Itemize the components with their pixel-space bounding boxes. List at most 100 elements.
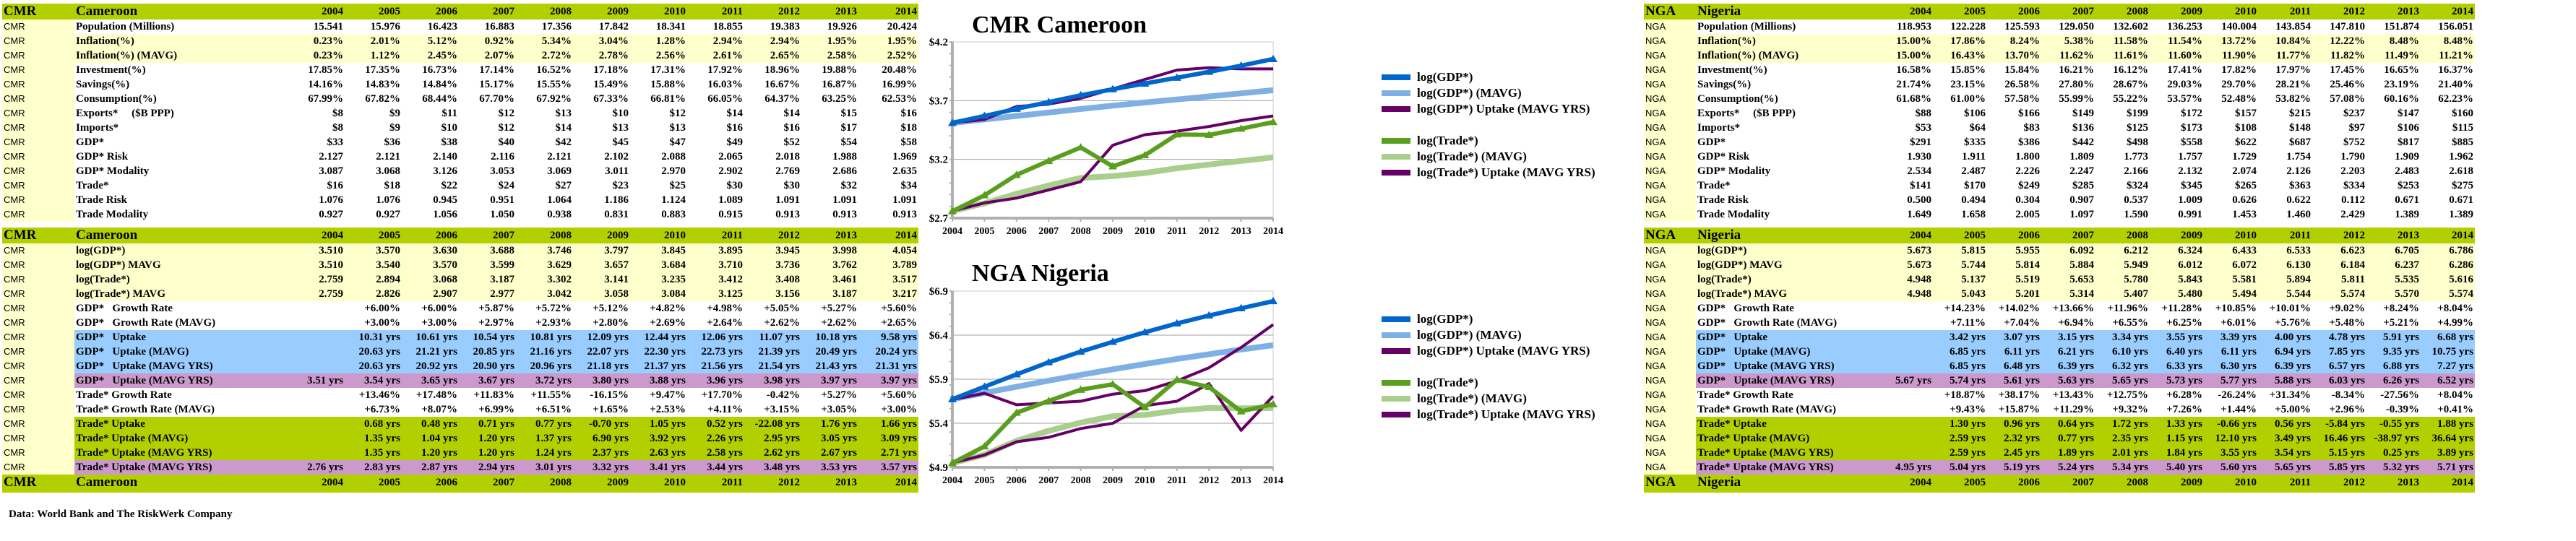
cell-value [278, 402, 345, 417]
cell-value: +5.48% [2329, 317, 2365, 329]
cell-value: 3.48 yrs [744, 460, 801, 475]
cell-value: 2.58% [801, 48, 858, 63]
cell-value: $147 [2398, 108, 2419, 119]
cell-value: 2.116 [491, 151, 514, 163]
cell-value: $14 [783, 108, 801, 119]
cell-value: 16.37% [2438, 64, 2473, 76]
table-row: CMR Trade Modality 0.927 0.927 1.056 1.050 0.9… [2, 207, 918, 222]
cell-value: 1.091 [775, 194, 800, 206]
cell-value: 1.773 [2124, 151, 2148, 163]
table-row: NGA Investment(%) 16.58% 15.85% 15.84% 16.21%… [1644, 63, 2475, 77]
series-line-2 [952, 342, 1274, 402]
cell-value: $157 [2235, 108, 2257, 119]
cell-value: 5.34% [516, 34, 573, 48]
table-row: NGA log(Trade*) 4.948 5.137 5.519 5.653 5.780 5… [1644, 272, 2475, 287]
cell-value: 5.780 [2095, 272, 2150, 287]
year-header: 2014 [858, 4, 918, 20]
cell-value: 12.10 yrs [2204, 431, 2258, 446]
cell-value: $40 [498, 137, 515, 148]
cell-value: 25.46% [2330, 79, 2365, 90]
cell-value: -16.15% [590, 389, 629, 401]
cell-value: 6.533 [2258, 243, 2312, 258]
cell-value: 6.237 [2366, 258, 2421, 272]
cell-value: 62.53% [882, 93, 917, 105]
cell-value: 2.67 yrs [801, 446, 858, 460]
cell-value: 53.57% [2167, 93, 2202, 105]
cell-value: 67.92% [536, 93, 572, 105]
table-row: NGA GDP* Modality 2.534 2.487 2.226 2.247 2.16… [1644, 164, 2475, 178]
year-header: 2004 [278, 4, 345, 20]
cell-value: 1.809 [2069, 151, 2094, 163]
x-tick-label: 2012 [1199, 226, 1219, 237]
cell-value: 3.217 [858, 287, 918, 301]
cell-value: +2.69% [650, 317, 686, 329]
year-header: 2005 [1933, 475, 1987, 490]
legend-label: log(Trade*) Uptake (MAVG YRS) [1417, 165, 1595, 179]
cell-value: +11.96% [2107, 303, 2148, 314]
table-row: NGA Exports* ($B PPP) $88 $106 $166 $149 $199 $… [1644, 106, 2475, 121]
year-header: 2012 [2312, 4, 2366, 20]
cell-value: 2.35 yrs [2095, 431, 2150, 446]
row-label: Trade* Growth Rate (MAVG) [1697, 404, 1837, 415]
cell-value: -22.08 yrs [744, 417, 801, 431]
cell-value: 67.33% [593, 93, 629, 105]
year-header: 2004 [1869, 228, 1933, 243]
year-header: 2006 [402, 228, 459, 243]
legend-item: log(GDP*) Uptake (MAVG YRS) [1382, 101, 1595, 117]
cell-value [278, 446, 345, 460]
cell-value: 15.976 [370, 21, 400, 33]
cell-value: 22.73 yrs [687, 345, 744, 359]
x-tick-label: 2007 [1038, 226, 1059, 237]
cell-value: 4.054 [858, 243, 918, 258]
cell-value: 19.88% [822, 64, 857, 76]
cell-value: 16.67% [764, 79, 800, 90]
row-country-code: NGA [1644, 48, 1696, 63]
data-point-marker [1172, 73, 1181, 81]
cell-value: 2.074 [2232, 165, 2257, 177]
row-country-code: NGA [1644, 431, 1696, 446]
legend-swatch [1382, 396, 1410, 402]
cell-value: +11.55% [530, 389, 572, 401]
cell-value [1869, 301, 1933, 316]
cell-value: 5.201 [1987, 287, 2041, 301]
legend-label: log(Trade*) [1417, 376, 1478, 389]
row-label: log(Trade*) [74, 272, 278, 287]
cell-value: +38.17% [1998, 389, 2040, 401]
cell-value: 2.005 [2015, 209, 2040, 220]
cell-value: 16.87% [822, 79, 857, 90]
data-point-marker [980, 442, 989, 450]
data-point-marker [1012, 370, 1021, 378]
cell-value: $18 [900, 122, 918, 134]
table-row: CMR Trade* Uptake (MAVG) 1.35 yrs 1.04 yrs 1… [2, 431, 918, 446]
cell-value: 1.95% [801, 34, 858, 48]
data-point-marker [1205, 130, 1214, 139]
cell-value: +4.11% [707, 404, 743, 415]
row-label: Trade Risk [76, 194, 127, 206]
cell-value: $58 [900, 137, 918, 148]
cell-value: 3.89 yrs [2421, 446, 2475, 460]
cell-value: 6.21 yrs [2041, 345, 2095, 359]
row-label: log(GDP*) [1696, 243, 1869, 258]
cell-value [278, 330, 345, 345]
cell-value: $12 [498, 122, 515, 134]
table-header-row: NGA Nigeria 2004 2005 2006 2007 2008 2009 2010 20… [1644, 4, 2475, 20]
table-row: CMR Inflation(%) (MAVG) 0.23% 1.12% 2.45% 2.0… [2, 48, 918, 63]
cell-value: 6.10 yrs [2095, 345, 2150, 359]
row-label: Trade* Uptake [1696, 417, 1869, 431]
cell-value: 0.23% [278, 34, 345, 48]
cell-value: 6.32 yrs [2095, 359, 2150, 373]
x-tick-label: 2009 [1103, 475, 1123, 486]
cell-value: 0.71 yrs [459, 417, 516, 431]
country-code: NGA [1644, 4, 1696, 20]
cell-value: 4.948 [1869, 272, 1933, 287]
cell-value: 17.18% [593, 64, 629, 76]
cell-value: 136.253 [2167, 21, 2202, 33]
x-tick-label: 2005 [974, 226, 994, 237]
table-row: CMR GDP* Uptake 10.31 yrs 10.61 yrs 10.54 yr… [2, 330, 918, 345]
x-tick-label: 2009 [1103, 226, 1123, 237]
table-row: NGA GDP* $291 $335 $386 $442 $498 $558 $622 $687 $… [1644, 135, 2475, 150]
cell-value: 2.26 yrs [687, 431, 744, 446]
cell-value: 20.63 yrs [345, 345, 402, 359]
cell-value: 125.593 [2004, 21, 2040, 33]
row-label: Inflation(%) [74, 34, 278, 48]
